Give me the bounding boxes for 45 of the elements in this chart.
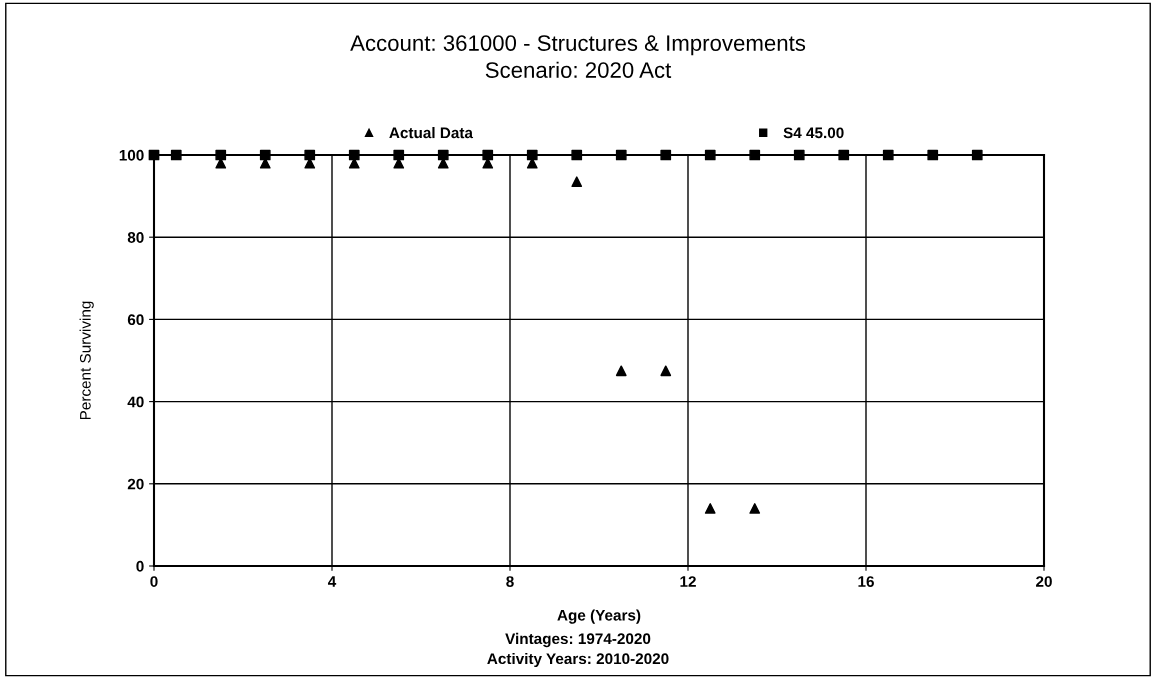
x-tick-label: 12 (680, 576, 696, 587)
point (749, 503, 761, 514)
point (882, 149, 894, 161)
y-tick-label: 80 (127, 232, 144, 243)
text: Activity Years: 2010-2020 (487, 652, 669, 668)
legend-label: S4 45.00 (783, 127, 844, 139)
point (348, 149, 360, 161)
point (571, 176, 583, 188)
legend-label: Actual Data (389, 127, 474, 139)
point (615, 149, 627, 161)
point (259, 149, 271, 161)
y-axis-title: Percent Surviving (79, 301, 94, 420)
y-tick-label: 40 (127, 396, 144, 408)
x-tick-label: 0 (150, 576, 158, 587)
point (526, 149, 538, 161)
chart-title: Account: 361000 - Structures & Improvements (350, 35, 806, 56)
point (170, 149, 182, 161)
point (749, 149, 761, 161)
point (615, 365, 627, 377)
point (704, 149, 716, 161)
point (571, 149, 583, 161)
point (393, 149, 405, 161)
x-tick-label: 4 (327, 576, 337, 587)
point (704, 503, 716, 514)
point (660, 365, 672, 377)
point (437, 149, 449, 161)
point (971, 149, 983, 161)
y-tick-label: 100 (119, 149, 144, 161)
x-tick-label: 20 (1036, 576, 1052, 587)
x-tick-label: 8 (506, 576, 514, 587)
point (148, 149, 160, 161)
x-axis-title: Age (Years) (557, 609, 641, 624)
x-tick-label: 16 (858, 576, 874, 587)
chart-subtitle: Scenario: 2020 Act (485, 61, 672, 78)
y-tick-label: 60 (127, 314, 144, 326)
point (793, 149, 805, 161)
point (660, 149, 672, 161)
point (927, 149, 939, 161)
point (215, 149, 227, 161)
point (304, 149, 316, 161)
y-tick-label: 0 (136, 560, 144, 572)
y-tick-label: 20 (127, 478, 144, 490)
point (838, 149, 850, 161)
text: Vintages: 1974-2020 (505, 632, 651, 648)
point (482, 149, 494, 161)
